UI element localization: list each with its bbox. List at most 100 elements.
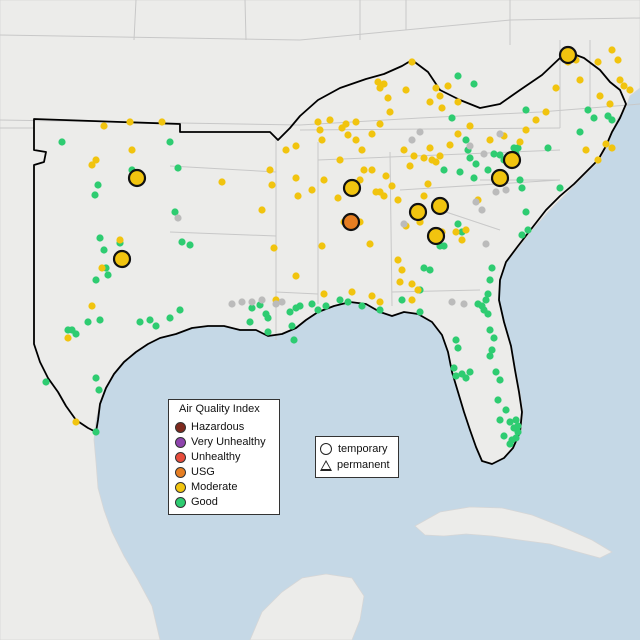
site-good: [344, 298, 352, 306]
site-moderate: [336, 156, 344, 164]
site-good: [472, 160, 480, 168]
site-moderate: [408, 280, 416, 288]
site-no-data: [492, 188, 500, 196]
site-no-data: [416, 128, 424, 136]
site-good: [58, 138, 66, 146]
temporary-site-north-texas[interactable]: [112, 249, 132, 269]
site-good: [514, 144, 522, 152]
site-moderate: [386, 108, 394, 116]
site-moderate: [352, 136, 360, 144]
site-good: [146, 316, 154, 324]
site-moderate: [92, 156, 100, 164]
site-good: [440, 166, 448, 174]
site-good: [470, 80, 478, 88]
site-good: [426, 266, 434, 274]
legend-item-very-unhealthy: Very Unhealthy: [175, 435, 266, 449]
temporary-site-maryland[interactable]: [558, 45, 578, 65]
site-moderate: [360, 166, 368, 174]
site-no-data: [228, 300, 236, 308]
site-moderate: [436, 92, 444, 100]
site-moderate: [396, 278, 404, 286]
site-good: [466, 154, 474, 162]
site-moderate: [486, 136, 494, 144]
site-good: [92, 374, 100, 382]
site-moderate: [428, 156, 436, 164]
site-moderate: [128, 146, 136, 154]
site-no-data: [478, 206, 486, 214]
site-moderate: [594, 156, 602, 164]
legend-label: USG: [191, 466, 215, 478]
site-good: [336, 296, 344, 304]
site-good: [608, 116, 616, 124]
site-good: [91, 191, 99, 199]
site-good: [506, 440, 514, 448]
site-good: [492, 368, 500, 376]
site-good: [94, 181, 102, 189]
site-good: [502, 406, 510, 414]
site-moderate: [576, 76, 584, 84]
site-moderate: [454, 98, 462, 106]
site-good: [512, 416, 520, 424]
site-good: [486, 276, 494, 284]
site-good: [166, 314, 174, 322]
site-good: [322, 302, 330, 310]
legend-item-unhealthy: Unhealthy: [175, 450, 241, 464]
temporary-site-north-alabama[interactable]: [342, 178, 362, 198]
site-good: [296, 302, 304, 310]
site-moderate: [614, 56, 622, 64]
site-moderate: [382, 172, 390, 180]
site-moderate: [410, 152, 418, 160]
site-good: [486, 352, 494, 360]
site-no-data: [174, 214, 182, 222]
site-moderate: [344, 131, 352, 139]
temporary-site-south-georgia[interactable]: [426, 226, 446, 246]
region-outline: [33, 51, 627, 465]
site-good: [376, 306, 384, 314]
site-good: [186, 241, 194, 249]
site-moderate: [606, 100, 614, 108]
legend-label: Good: [191, 496, 218, 508]
site-moderate: [408, 58, 416, 66]
legend-label: Moderate: [191, 481, 238, 493]
cuba: [414, 506, 613, 559]
moderate-swatch: [175, 481, 186, 493]
site-moderate: [542, 108, 550, 116]
site-moderate: [292, 142, 300, 150]
site-moderate: [426, 98, 434, 106]
site-good: [456, 168, 464, 176]
site-no-data: [278, 298, 286, 306]
site-moderate: [320, 176, 328, 184]
aqi-legend-title: Air Quality Index: [179, 403, 260, 415]
site-good: [514, 428, 522, 436]
site-moderate: [388, 182, 396, 190]
site-good: [462, 374, 470, 382]
site-moderate: [282, 146, 290, 154]
temporary-site-central-alabama[interactable]: [341, 212, 361, 232]
temporary-site-western-north-carolina[interactable]: [502, 150, 522, 170]
temporary-site-oklahoma[interactable]: [127, 168, 147, 188]
site-moderate: [402, 86, 410, 94]
site-moderate: [358, 146, 366, 154]
site-good: [488, 264, 496, 272]
site-moderate: [552, 84, 560, 92]
site-moderate: [88, 302, 96, 310]
hazardous-swatch: [175, 421, 186, 433]
site-good: [248, 304, 256, 312]
site-moderate: [620, 82, 628, 90]
temporary-site-piedmont-north-carolina[interactable]: [490, 168, 510, 188]
site-moderate: [438, 104, 446, 112]
legend-label: Very Unhealthy: [191, 436, 266, 448]
site-moderate: [608, 46, 616, 54]
temporary-site-north-georgia[interactable]: [430, 196, 450, 216]
site-moderate: [424, 180, 432, 188]
site-good: [42, 378, 50, 386]
temporary-site-west-georgia[interactable]: [408, 202, 428, 222]
site-moderate: [616, 76, 624, 84]
site-moderate: [594, 58, 602, 66]
site-good: [454, 72, 462, 80]
aqi-legend: Air Quality Index Hazardous Very Unhealt…: [168, 399, 280, 515]
site-moderate: [98, 264, 106, 272]
site-moderate: [596, 92, 604, 100]
